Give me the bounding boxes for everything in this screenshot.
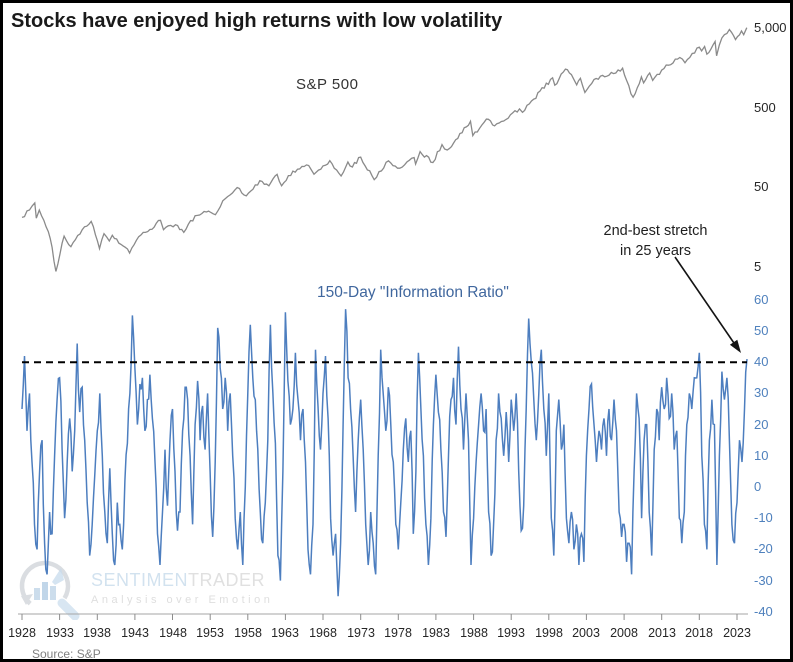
- annotation-arrow-line: [674, 256, 737, 347]
- sp500-series-line: [21, 27, 748, 272]
- watermark-brand-part2: TRADER: [188, 570, 266, 590]
- watermark-tagline: Analysis over Emotion: [91, 594, 274, 606]
- chart-canvas: [18, 27, 748, 620]
- watermark-brand-part1: SENTIMEN: [91, 570, 189, 590]
- annotation-arrowhead: [729, 339, 741, 353]
- watermark-brand: SENTIMENTRADER: [91, 570, 273, 591]
- ir-series-line: [21, 309, 748, 597]
